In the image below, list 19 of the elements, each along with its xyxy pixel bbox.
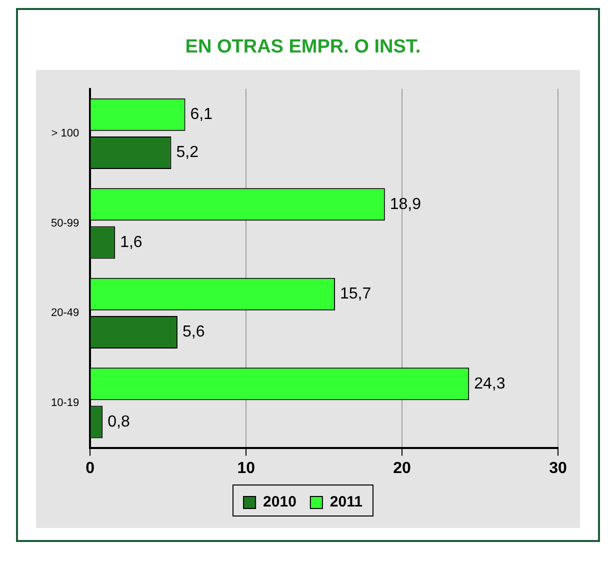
data-label: 1,6 bbox=[120, 234, 142, 251]
data-label: 15,7 bbox=[340, 286, 372, 303]
legend-label: 2011 bbox=[330, 494, 362, 511]
y-tick-label: 20-49 bbox=[50, 307, 80, 320]
x-tick-label: 10 bbox=[237, 460, 256, 477]
y-tick-label: 10-19 bbox=[50, 396, 80, 409]
data-label: 5,6 bbox=[182, 324, 205, 341]
data-label: 0,8 bbox=[108, 413, 130, 430]
data-label: 5,2 bbox=[176, 144, 199, 162]
x-tick-label: 30 bbox=[549, 460, 567, 477]
x-tick-label: 20 bbox=[393, 460, 412, 477]
data-label: 18,9 bbox=[390, 196, 422, 213]
data-label: 6,1 bbox=[190, 106, 213, 124]
y-tick-label: 50-99 bbox=[50, 217, 80, 230]
x-tick-label: 0 bbox=[86, 460, 95, 477]
legend-label: 2010 bbox=[263, 494, 296, 511]
y-tick-label: > 100 bbox=[51, 128, 80, 140]
data-label: 24,3 bbox=[474, 375, 506, 392]
chart-title: EN OTRAS EMPR. O INST. bbox=[185, 36, 421, 58]
